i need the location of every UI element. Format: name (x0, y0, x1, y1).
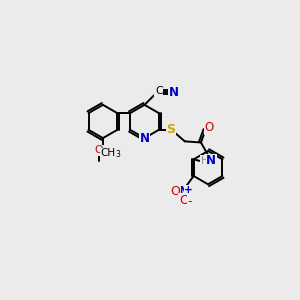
Text: O: O (94, 145, 103, 155)
Text: -: - (187, 195, 192, 208)
Text: H: H (201, 156, 209, 166)
Text: CH: CH (100, 148, 116, 158)
Text: N: N (169, 85, 179, 99)
Text: +: + (184, 185, 193, 195)
Text: N: N (179, 185, 189, 198)
Text: S: S (167, 123, 176, 136)
Text: N: N (206, 154, 216, 167)
Text: O: O (204, 121, 213, 134)
Text: N: N (140, 132, 149, 145)
Text: 3: 3 (116, 149, 120, 158)
Text: O: O (170, 185, 180, 198)
Text: O: O (179, 194, 189, 207)
Text: C: C (155, 86, 163, 96)
